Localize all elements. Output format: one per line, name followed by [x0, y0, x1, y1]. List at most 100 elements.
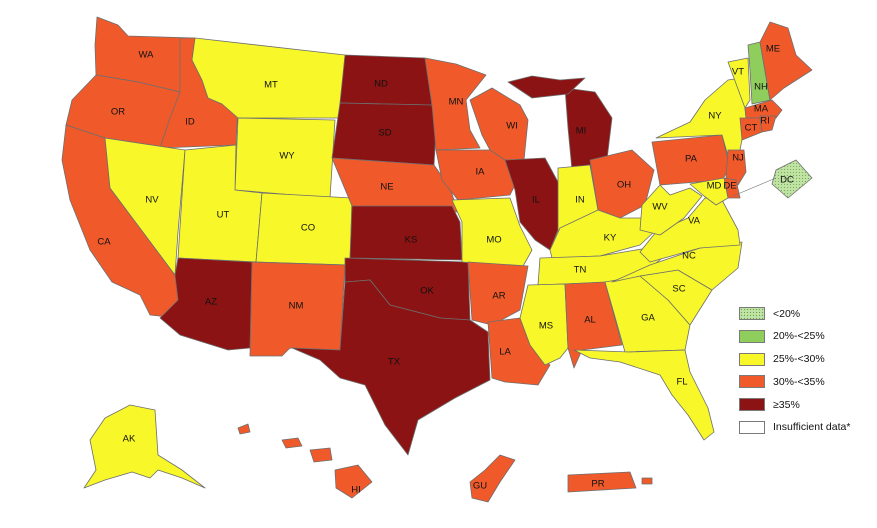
state-label-TX: TX — [388, 357, 401, 368]
state-label-WA: WA — [139, 50, 155, 61]
state-label-OH: OH — [617, 180, 631, 191]
state-label-SC: SC — [672, 284, 685, 295]
state-label-ME: ME — [766, 44, 780, 55]
state-HI-islands-3[interactable] — [309, 447, 333, 463]
state-label-SD: SD — [378, 128, 391, 139]
legend-swatch — [739, 352, 765, 366]
state-label-MT: MT — [264, 80, 278, 91]
state-NH[interactable] — [747, 41, 771, 105]
state-label-WI: WI — [506, 121, 518, 132]
state-WI[interactable] — [469, 87, 529, 161]
state-NV[interactable] — [104, 137, 186, 276]
legend-item-lt20: <20% — [739, 306, 875, 321]
state-label-AK: AK — [123, 434, 136, 445]
state-label-KS: KS — [405, 235, 418, 246]
state-label-OR: OR — [111, 107, 125, 118]
state-MA[interactable] — [744, 99, 783, 119]
legend-swatch — [739, 375, 765, 389]
state-TX[interactable] — [291, 279, 491, 456]
state-label-OK: OK — [420, 286, 434, 297]
state-label-NH: NH — [754, 82, 768, 93]
state-PR[interactable] — [567, 471, 637, 493]
state-HI-islands-2[interactable] — [281, 437, 303, 449]
state-label-GA: GA — [641, 313, 655, 324]
state-SD[interactable] — [331, 102, 437, 166]
legend-label: Insufficient data* — [773, 421, 851, 434]
state-label-CA: CA — [97, 237, 111, 248]
state-label-NV: NV — [145, 195, 159, 206]
state-label-ID: ID — [185, 117, 195, 128]
state-MO[interactable] — [451, 197, 533, 269]
state-label-DE: DE — [723, 181, 736, 192]
legend-label: ≥35% — [773, 398, 800, 411]
state-label-NM: NM — [289, 301, 304, 312]
state-label-LA: LA — [499, 347, 511, 358]
state-label-MS: MS — [539, 321, 553, 332]
state-label-AZ: AZ — [205, 297, 217, 308]
state-label-MO: MO — [486, 235, 501, 246]
state-label-PR: PR — [591, 479, 604, 490]
state-HI-islands[interactable] — [237, 423, 251, 435]
state-NC[interactable] — [611, 241, 743, 291]
state-label-NC: NC — [682, 251, 696, 262]
state-MN[interactable] — [424, 57, 487, 151]
state-MI-up[interactable] — [507, 75, 586, 99]
state-label-HI: HI — [351, 485, 361, 496]
state-label-WV: WV — [652, 202, 668, 213]
legend-item-20-25: 20%-<25% — [739, 329, 875, 344]
state-label-AR: AR — [492, 291, 505, 302]
state-label-CT: CT — [745, 123, 758, 134]
state-AK[interactable] — [83, 404, 206, 489]
state-WV[interactable] — [639, 184, 703, 236]
legend-swatch — [739, 307, 765, 320]
state-label-GU: GU — [473, 481, 487, 492]
state-VT[interactable] — [727, 57, 751, 109]
state-DC[interactable] — [771, 159, 813, 199]
state-MD[interactable] — [689, 177, 729, 206]
state-label-NE: NE — [380, 182, 393, 193]
state-HI[interactable] — [334, 464, 373, 499]
legend-item-30-35: 30%-<35% — [739, 374, 875, 389]
legend-label: 30%-<35% — [773, 375, 825, 388]
state-label-IN: IN — [575, 195, 585, 206]
state-label-MN: MN — [449, 97, 464, 108]
state-KS[interactable] — [349, 205, 463, 261]
legend-item-25-30: 25%-<30% — [739, 352, 875, 367]
state-label-VT: VT — [732, 67, 744, 78]
state-AR[interactable] — [467, 261, 529, 326]
state-label-AL: AL — [584, 315, 596, 326]
legend-item-insufficient: Insufficient data* — [739, 420, 875, 435]
legend-swatch — [739, 398, 765, 412]
legend-item-ge35: ≥35% — [739, 397, 875, 412]
state-ME[interactable] — [759, 21, 813, 101]
state-label-RI: RI — [760, 116, 770, 127]
state-label-NY: NY — [708, 111, 722, 122]
state-FL[interactable] — [573, 349, 715, 441]
state-label-MA: MA — [754, 104, 769, 115]
state-label-MD: MD — [707, 181, 722, 192]
legend-label: 20%-<25% — [773, 330, 825, 343]
state-label-IA: IA — [476, 167, 486, 178]
legend-swatch — [739, 420, 765, 434]
legend-label: <20% — [773, 307, 801, 320]
state-label-FL: FL — [676, 377, 687, 388]
state-label-PA: PA — [685, 154, 698, 165]
state-RI[interactable] — [759, 115, 777, 133]
state-label-UT: UT — [217, 210, 230, 221]
state-label-WY: WY — [279, 151, 295, 162]
state-label-TN: TN — [574, 265, 587, 276]
state-label-CO: CO — [301, 223, 315, 234]
legend-label: 25%-<30% — [773, 353, 825, 366]
state-label-KY: KY — [604, 233, 617, 244]
map-legend: <20% 20%-<25% 25%-<30% 30%-<35% ≥35% Ins… — [739, 306, 875, 443]
state-PR-island[interactable] — [641, 477, 653, 485]
state-label-MI: MI — [576, 126, 587, 137]
state-VA[interactable] — [639, 197, 741, 263]
state-GU[interactable] — [469, 454, 516, 503]
state-NJ[interactable] — [725, 149, 747, 186]
state-label-ND: ND — [374, 79, 388, 90]
legend-swatch — [739, 329, 765, 343]
state-label-VA: VA — [688, 216, 701, 227]
state-label-DC: DC — [780, 175, 794, 186]
